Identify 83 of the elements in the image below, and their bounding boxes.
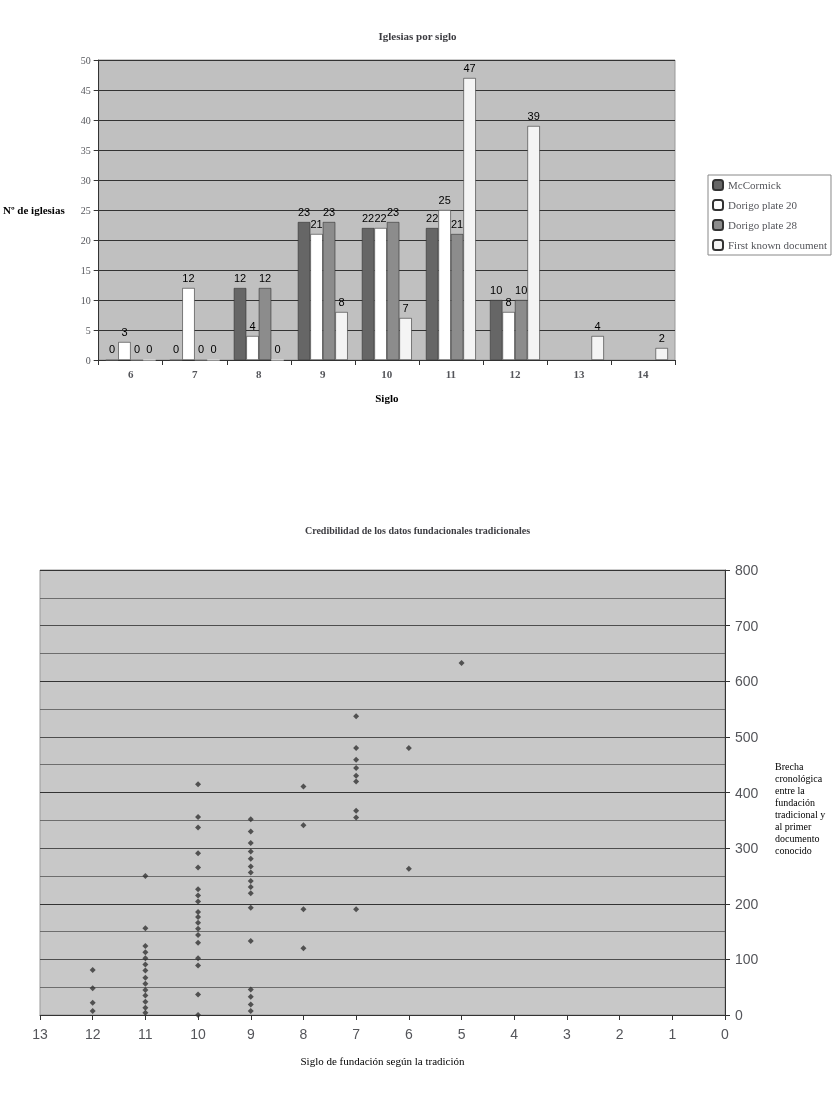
data-label: 22: [361, 211, 375, 224]
x-tick-label: 7: [191, 367, 198, 380]
y-axis-title: Nº de iglesias: [3, 204, 66, 216]
y-axis-title: Brecha cronológica entre la fundación tradicional y al primer documento conocido: [775, 760, 828, 856]
data-label: 25: [438, 193, 451, 206]
x-tick-label: 13: [573, 367, 585, 380]
y-tick-label: 600: [735, 673, 759, 690]
x-axis-title: Siglo: [375, 391, 399, 404]
y-tick-label: 500: [735, 728, 759, 745]
legend-label: Dorigo plate 20: [728, 199, 798, 211]
data-label: 22: [374, 211, 387, 224]
x-tick-label: 7: [352, 1026, 361, 1042]
data-label: 0: [172, 342, 180, 355]
data-label: 0: [108, 342, 116, 355]
data-label: 8: [338, 295, 345, 308]
data-label: 4: [594, 319, 601, 332]
legend-label: First known document: [728, 239, 828, 251]
x-tick-label: 14: [637, 367, 649, 380]
x-tick-label: 4: [510, 1026, 519, 1042]
y-tick-label: 700: [735, 617, 759, 634]
x-tick-label: 10: [381, 367, 393, 380]
bar: [655, 348, 668, 360]
y-tick-label: 20: [80, 234, 91, 246]
x-tick-label: 0: [721, 1026, 730, 1042]
data-label: 8: [505, 295, 512, 308]
x-tick-label: 1: [668, 1026, 677, 1042]
x-tick-label: 11: [445, 367, 457, 380]
data-label: 12: [258, 271, 272, 284]
y-tick-label: 45: [80, 84, 91, 96]
data-label: 39: [527, 109, 540, 122]
y-tick-label: 100: [735, 951, 759, 968]
x-tick-label: 8: [256, 367, 263, 380]
data-label: 10: [515, 283, 528, 296]
data-label: 12: [182, 271, 195, 284]
x-tick-label: 6: [404, 1026, 413, 1042]
y-tick-label: 25: [80, 204, 91, 216]
data-label: 12: [233, 271, 247, 284]
x-tick-label: 3: [563, 1026, 572, 1042]
legend-label: McCormick: [728, 179, 782, 191]
x-tick-label: 8: [299, 1026, 308, 1042]
bar: [591, 336, 604, 360]
data-label: 7: [402, 301, 409, 314]
chart-title: Iglesias por siglo: [378, 29, 458, 42]
x-tick-label: 5: [457, 1026, 466, 1042]
x-tick-label: 11: [138, 1026, 153, 1042]
y-tick-label: 15: [80, 264, 91, 276]
bar: [118, 342, 131, 360]
x-tick-label: 9: [320, 367, 327, 380]
x-tick-label: 12: [84, 1026, 101, 1042]
data-label: 21: [310, 217, 323, 230]
y-tick-label: 10: [80, 294, 91, 306]
x-tick-label: 13: [32, 1026, 48, 1042]
y-tick-label: 35: [80, 144, 91, 156]
y-tick-label: 5: [85, 324, 91, 336]
x-tick-label: 2: [615, 1026, 624, 1042]
legend-label: Dorigo plate 28: [728, 219, 798, 231]
x-axis-title: Siglo de fundación según la tradición: [300, 1054, 466, 1067]
y-tick-label: 40: [80, 114, 91, 126]
data-label: 0: [197, 342, 205, 355]
x-tick-label: 6: [127, 367, 134, 380]
data-label: 10: [490, 283, 503, 296]
y-tick-label: 300: [735, 840, 759, 857]
y-tick-label: 800: [735, 562, 759, 578]
data-label: 2: [658, 331, 665, 344]
data-label: 0: [133, 342, 141, 355]
data-label: 47: [463, 61, 476, 74]
data-label: 0: [274, 342, 281, 355]
y-tick-label: 200: [735, 895, 759, 912]
chart-title: Credibilidad de los datos fundacionales tradicionales: [304, 524, 531, 536]
data-label: 0: [146, 342, 153, 355]
y-tick-label: 0: [735, 1007, 743, 1023]
data-label: 21: [451, 217, 464, 230]
data-label: 4: [249, 319, 256, 332]
y-tick-label: 0: [85, 354, 91, 366]
x-tick-label: 9: [246, 1026, 255, 1042]
x-tick-label: 10: [190, 1026, 207, 1042]
data-label: 0: [210, 342, 217, 355]
data-label: 22: [426, 211, 439, 224]
x-tick-label: 12: [509, 367, 521, 380]
y-tick-label: 30: [80, 174, 91, 186]
data-label: 3: [121, 325, 128, 338]
y-tick-label: 400: [735, 784, 759, 801]
y-tick-label: 50: [80, 54, 91, 66]
